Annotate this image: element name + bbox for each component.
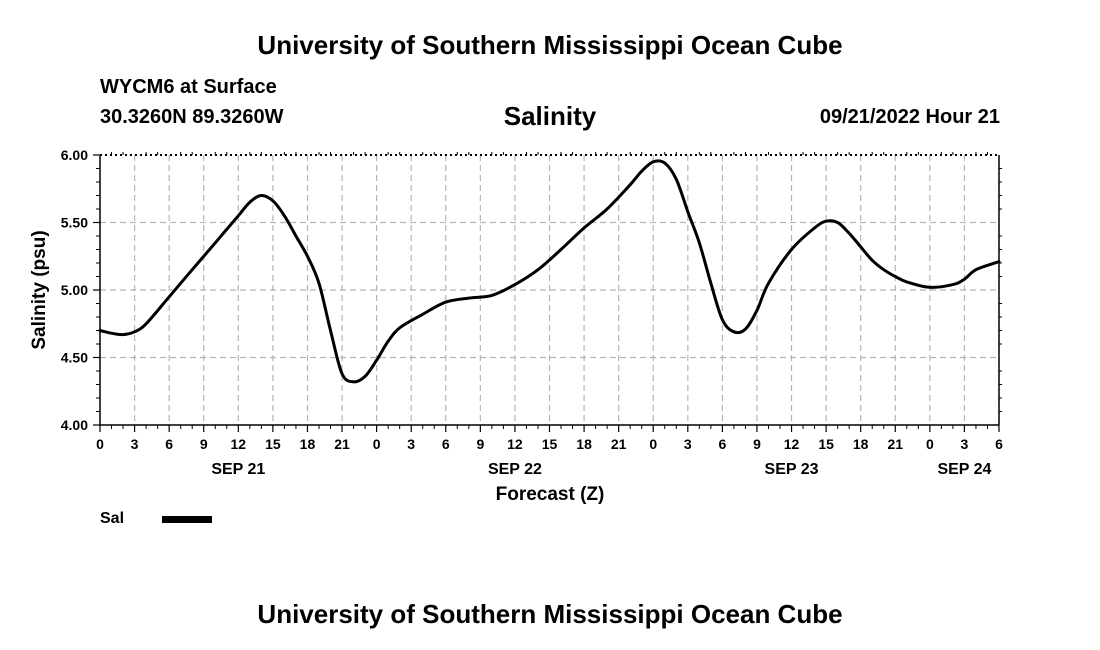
- x-tick-label: 9: [753, 436, 761, 452]
- series-line-sal: [98, 159, 1001, 384]
- station-coordinates: 30.3260N 89.3260W: [100, 106, 284, 128]
- y-tick-label: 6.00: [61, 147, 88, 163]
- y-tick-label: 4.50: [61, 350, 88, 366]
- x-tick-label: 21: [611, 436, 627, 452]
- x-tick-label: 3: [131, 436, 139, 452]
- x-date-label: SEP 21: [211, 461, 265, 478]
- x-date-label: SEP 24: [937, 461, 991, 478]
- footer-title: University of Southern Mississippi Ocean…: [257, 599, 843, 629]
- x-tick-label: 6: [442, 436, 450, 452]
- y-tick-label: 5.50: [61, 215, 88, 231]
- page-title: University of Southern Mississippi Ocean…: [257, 30, 843, 60]
- x-tick-label: 18: [576, 436, 592, 452]
- x-tick-label: 18: [300, 436, 316, 452]
- x-date-label: SEP 23: [765, 461, 819, 478]
- series: [98, 159, 1001, 384]
- x-tick-label: 12: [784, 436, 800, 452]
- x-tick-label: 21: [334, 436, 350, 452]
- legend-label: Sal: [100, 510, 125, 527]
- x-tick-label: 6: [165, 436, 173, 452]
- x-tick-label: 0: [649, 436, 657, 452]
- x-tick-label: 3: [407, 436, 415, 452]
- x-tick-label: 12: [507, 436, 523, 452]
- x-tick-label: 15: [542, 436, 558, 452]
- y-tick-label: 4.00: [61, 417, 88, 433]
- x-tick-label: 3: [684, 436, 692, 452]
- forecast-datetime: 09/21/2022 Hour 21: [819, 106, 1000, 128]
- axes: [93, 152, 1002, 432]
- x-tick-label: 12: [231, 436, 247, 452]
- x-date-label: SEP 22: [488, 461, 542, 478]
- legend-line-swatch: [162, 516, 212, 523]
- x-tick-label: 9: [476, 436, 484, 452]
- x-tick-label: 6: [995, 436, 1003, 452]
- chart-title: Salinity: [503, 101, 597, 131]
- x-tick-label: 9: [200, 436, 208, 452]
- x-tick-label: 15: [818, 436, 834, 452]
- x-tick-label: 21: [887, 436, 903, 452]
- x-tick-label: 0: [96, 436, 104, 452]
- x-tick-label: 3: [961, 436, 969, 452]
- x-axis-title: Forecast (Z): [496, 484, 605, 505]
- x-tick-label: 18: [853, 436, 869, 452]
- x-tick-label: 0: [926, 436, 934, 452]
- y-axis-title: Salinity (psu): [29, 230, 50, 349]
- x-tick-label: 15: [265, 436, 281, 452]
- x-tick-label: 0: [373, 436, 381, 452]
- grid-lines: [100, 155, 999, 425]
- axis-labels: 0 3 6 9 12 15 18 21 0 3 6 9 12 15 18 21 0 3 6 9 12 15 18 21 0 3 6 4…: [29, 147, 1003, 505]
- station-label: WYCM6 at Surface: [100, 76, 277, 98]
- x-tick-label: 6: [718, 436, 726, 452]
- y-tick-label: 5.00: [61, 282, 88, 298]
